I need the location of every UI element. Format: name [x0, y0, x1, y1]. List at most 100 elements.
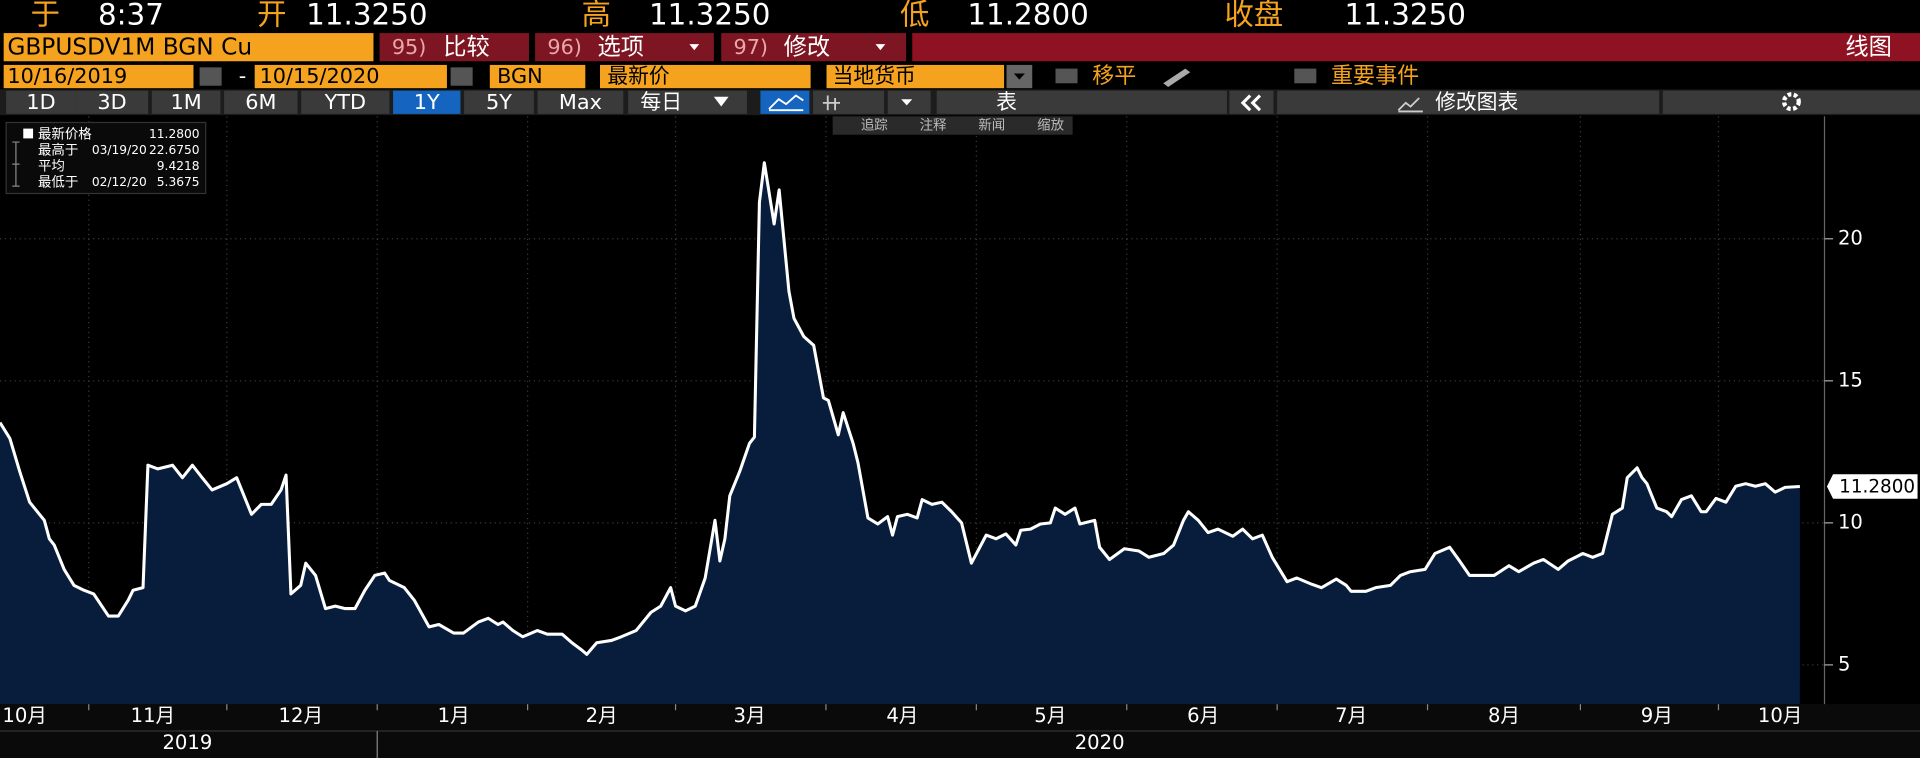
button[interactable]: [721, 33, 907, 62]
tool-label[interactable]: 缩放: [1037, 118, 1064, 134]
currency-select[interactable]: [826, 64, 1005, 89]
period-button[interactable]: [301, 90, 390, 114]
title-bar: [912, 33, 1920, 62]
bar-icon: [822, 95, 840, 111]
period-button[interactable]: [75, 90, 149, 114]
dropdown-arrow: [689, 44, 700, 51]
line: [0, 161, 1800, 656]
legend-items: 最新价格 11.2800 最高于 03/19/20 22.6750 平均 9.4218 最低于…: [12, 127, 200, 190]
checkbox[interactable]: [1294, 68, 1317, 84]
x-tick-label: 10月: [1758, 704, 1803, 727]
quote-value: 11.3250: [1344, 0, 1465, 31]
dropdown-arrow: [875, 44, 886, 51]
button[interactable]: [628, 90, 747, 114]
tool-label[interactable]: 追踪: [861, 118, 888, 134]
field-select[interactable]: [600, 64, 811, 89]
calendar-icon[interactable]: [450, 67, 473, 86]
stat-value: 11.2800: [149, 127, 200, 141]
collapse-icon: [1240, 94, 1262, 112]
stat-name: 最新价格: [38, 127, 92, 143]
period-button[interactable]: [151, 90, 221, 114]
y-tick-label: 5: [1838, 652, 1850, 675]
button-label: 修改: [784, 33, 831, 60]
y-tick-label: 10: [1838, 510, 1863, 533]
x-tick-label: 6月: [1187, 704, 1219, 727]
period-label: 1D: [26, 90, 55, 114]
period-label: 5Y: [486, 90, 512, 114]
edit-chart: 修改图表: [1435, 90, 1518, 114]
edit-icon: [1397, 97, 1423, 113]
edit-chart-button[interactable]: [1277, 90, 1660, 114]
tool-label[interactable]: 新闻: [978, 118, 1005, 134]
calendar-icon[interactable]: [199, 67, 222, 86]
button-label: 比较: [443, 33, 490, 60]
legend-icons: [12, 141, 20, 187]
dropdown-arrow: [901, 99, 913, 106]
x-tick-label: 11月: [131, 704, 176, 727]
checkbox[interactable]: [1055, 68, 1078, 84]
y-tick-label: 20: [1838, 226, 1863, 249]
x-tick-label: 3月: [733, 704, 765, 727]
end-date: 10/15/2020: [260, 64, 380, 88]
period-button[interactable]: [537, 90, 624, 114]
chart-type: 线图: [1845, 33, 1892, 60]
dropdown-arrow: [713, 96, 729, 107]
quote-value: 8:37: [98, 0, 164, 31]
x-tick-label: 2月: [586, 704, 618, 727]
dropdown-arrow: [1013, 73, 1025, 80]
period-button[interactable]: [6, 90, 76, 114]
button-number: 97): [733, 35, 768, 59]
period-button[interactable]: [393, 90, 461, 114]
field: 最新价: [607, 64, 670, 88]
security-field[interactable]: [3, 33, 374, 62]
stat-name: 平均: [38, 159, 65, 175]
x-tick-label: 4月: [886, 704, 918, 727]
stat-value: 9.4218: [157, 159, 200, 173]
quote-value: 11.3250: [649, 0, 770, 31]
line-icon: [768, 94, 804, 112]
x-tick-label: 1月: [438, 704, 470, 727]
settings-button[interactable]: [1662, 90, 1920, 114]
period-bar: 1D 3D 1M 6M YTD 1Y 5Y Max: [6, 90, 624, 114]
quote-value: 11.3250: [306, 0, 427, 31]
table-button[interactable]: [936, 90, 1227, 114]
period-label: Max: [559, 90, 602, 114]
quote-value: 11.2800: [967, 0, 1088, 31]
quote-label: 于: [31, 0, 60, 31]
events: 重要事件: [1331, 64, 1419, 89]
area: [0, 162, 1800, 705]
date-field[interactable]: [3, 64, 194, 89]
source-field[interactable]: [489, 64, 586, 89]
last-price-tag: [1826, 474, 1918, 499]
button[interactable]: [379, 33, 529, 62]
button-number: 95): [392, 35, 427, 59]
stat-value: 22.6750: [149, 143, 200, 157]
bar-chart-button[interactable]: [813, 90, 885, 114]
legend-swatch: [23, 128, 34, 139]
pencil-icon[interactable]: [1163, 68, 1191, 87]
legend: [5, 121, 207, 195]
period-label: YTD: [324, 90, 366, 114]
source: BGN: [497, 64, 543, 88]
stat-date: 03/19/20: [92, 143, 147, 157]
x-tick-label: 10月: [2, 704, 47, 727]
date-field[interactable]: [254, 64, 447, 89]
tool-label[interactable]: 注释: [920, 118, 947, 134]
chart-toolbar: [832, 116, 1073, 135]
period-button[interactable]: [464, 90, 534, 114]
stat-value: 5.3675: [157, 175, 200, 189]
quote-label: 高: [582, 0, 611, 31]
quote-label: 低: [900, 0, 929, 31]
quote-label: 收盘: [1224, 0, 1283, 31]
button-label: 选项: [598, 33, 645, 60]
period-button[interactable]: [224, 90, 298, 114]
year-label: 2020: [1075, 731, 1125, 754]
button[interactable]: [535, 33, 714, 62]
table-label: 表: [996, 90, 1017, 114]
period-label: 3D: [97, 90, 126, 114]
gear-icon: [1781, 92, 1801, 112]
frequency: 每日: [640, 90, 682, 114]
x-tick-label: 7月: [1335, 704, 1367, 727]
stat-name: 最低于: [38, 174, 78, 190]
